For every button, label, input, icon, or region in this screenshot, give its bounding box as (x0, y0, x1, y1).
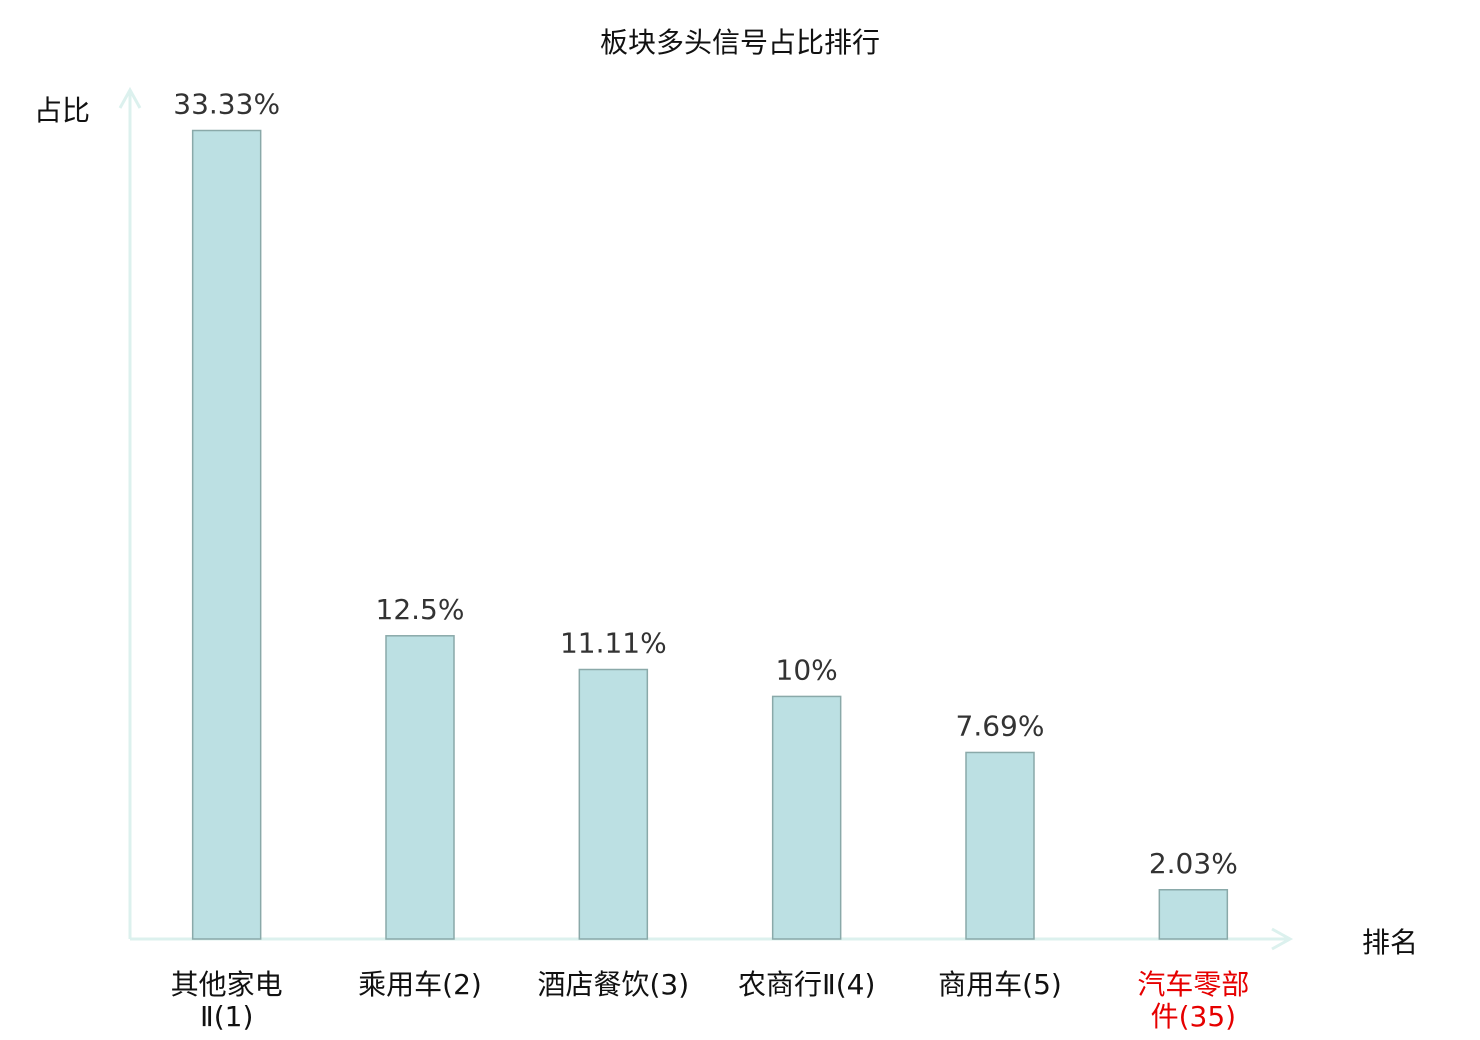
x-tick-label: 乘用车(2) (358, 968, 482, 1001)
bar (965, 751, 1035, 940)
x-tick-label: 汽车零部 (1137, 968, 1249, 1001)
chart-title: 板块多头信号占比排行 (600, 26, 880, 59)
x-tick-label: 商用车(5) (938, 968, 1062, 1001)
y-axis-arrow (118, 86, 142, 109)
x-axis-label: 排名 (1362, 926, 1418, 959)
bar (1158, 889, 1229, 940)
x-tick-label: Ⅱ(1) (200, 1000, 253, 1033)
x-axis-arrow (1271, 927, 1294, 951)
bar (191, 129, 262, 940)
value-label: 33.33% (173, 88, 280, 121)
y-axis-label: 占比 (34, 94, 90, 127)
x-tick-label: 酒店餐饮(3) (537, 968, 689, 1001)
value-label: 12.5% (376, 593, 465, 626)
value-label: 7.69% (956, 709, 1045, 742)
x-tick-label: 件(35) (1151, 1000, 1236, 1033)
x-tick-label: 其他家电 (171, 968, 283, 1001)
bar (385, 635, 455, 940)
bar (771, 695, 842, 940)
value-label: 2.03% (1149, 847, 1238, 880)
bar (578, 668, 649, 940)
value-label: 10% (776, 653, 838, 686)
value-label: 11.11% (560, 627, 667, 660)
x-tick-label: 农商行Ⅱ(4) (738, 968, 875, 1001)
